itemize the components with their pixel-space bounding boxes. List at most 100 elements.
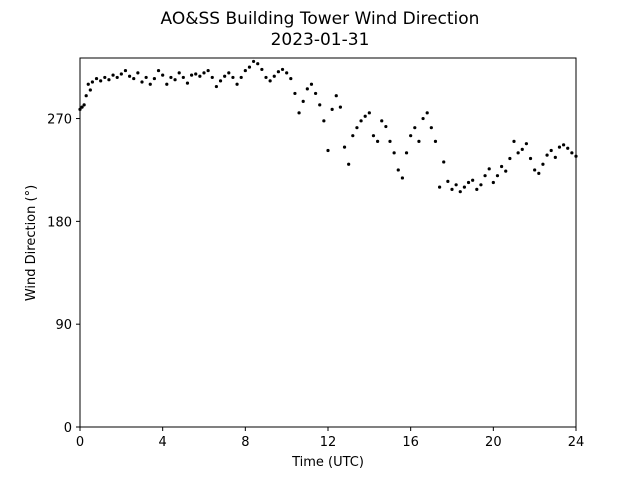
data-point — [404, 151, 409, 155]
data-point — [301, 99, 305, 104]
data-point — [99, 79, 103, 83]
data-point — [396, 168, 400, 172]
data-point — [128, 74, 132, 78]
data-point — [318, 103, 322, 107]
data-point — [140, 80, 144, 84]
data-point — [409, 134, 413, 138]
data-point — [338, 105, 342, 109]
data-point — [487, 167, 491, 171]
data-point — [169, 75, 173, 80]
chart-title: AO&SS Building Tower Wind Direction — [161, 9, 480, 29]
data-points — [78, 59, 578, 194]
plot-frame — [79, 57, 577, 428]
data-point — [491, 180, 495, 185]
data-point — [400, 176, 404, 180]
data-point — [185, 81, 190, 85]
data-point — [305, 87, 309, 91]
data-point — [570, 151, 574, 155]
data-point — [566, 146, 570, 150]
data-point — [268, 79, 272, 83]
data-point — [90, 80, 94, 84]
data-point — [218, 79, 223, 83]
data-point — [351, 134, 355, 138]
data-point — [553, 155, 557, 159]
data-point — [541, 162, 545, 166]
data-point — [235, 82, 239, 86]
data-point — [371, 134, 376, 138]
data-point — [483, 174, 487, 178]
data-point — [152, 76, 156, 81]
y-tick-label: 0 — [64, 421, 72, 436]
data-point — [342, 145, 347, 149]
data-point — [557, 145, 562, 149]
data-point — [173, 78, 177, 82]
data-point — [388, 139, 392, 143]
y-tick-label: 270 — [47, 113, 72, 128]
data-point — [380, 119, 384, 123]
data-point — [177, 71, 181, 75]
data-point — [562, 143, 566, 147]
x-tick-label: 16 — [402, 435, 419, 450]
data-point — [471, 178, 475, 182]
data-point — [107, 78, 111, 82]
data-point — [520, 147, 524, 151]
data-point — [256, 62, 260, 66]
data-point — [285, 71, 289, 75]
data-point — [132, 76, 136, 81]
data-point — [500, 164, 504, 169]
data-point — [276, 70, 280, 74]
data-point — [347, 162, 351, 166]
data-point — [355, 126, 359, 130]
data-point — [190, 73, 194, 77]
data-point — [293, 91, 297, 96]
data-point — [243, 68, 247, 73]
data-point — [94, 76, 99, 81]
data-point — [545, 153, 549, 157]
data-point — [384, 124, 388, 129]
data-point — [181, 75, 185, 80]
data-point — [206, 68, 210, 73]
data-point — [450, 187, 454, 191]
data-point — [111, 73, 115, 77]
data-point — [442, 160, 446, 164]
data-point — [144, 75, 148, 80]
data-point — [524, 142, 529, 146]
data-point — [475, 187, 479, 191]
data-point — [231, 75, 235, 80]
data-point — [413, 126, 417, 130]
y-tick-label: 90 — [55, 318, 72, 333]
data-point — [156, 68, 161, 73]
data-point — [247, 65, 252, 69]
data-point — [376, 139, 380, 143]
data-point — [504, 169, 508, 173]
data-point — [549, 148, 553, 153]
data-point — [359, 119, 363, 123]
data-point — [136, 71, 140, 75]
data-point — [528, 156, 533, 161]
data-point — [433, 139, 438, 143]
x-axis-label: Time (UTC) — [291, 455, 364, 470]
x-tick-label: 12 — [320, 435, 337, 450]
data-point — [322, 119, 326, 123]
data-point — [533, 168, 537, 172]
x-tick-label: 0 — [76, 435, 84, 450]
data-point — [80, 105, 84, 109]
data-point — [446, 179, 450, 183]
data-point — [429, 126, 433, 130]
data-point — [309, 82, 314, 86]
data-point — [214, 84, 218, 89]
data-point — [103, 75, 107, 80]
data-point — [82, 103, 86, 107]
data-point — [512, 139, 516, 143]
data-point — [495, 174, 500, 178]
data-point — [508, 156, 512, 161]
data-point — [438, 185, 442, 189]
data-point — [252, 59, 256, 64]
data-point — [194, 72, 198, 76]
x-tick-label: 20 — [485, 435, 502, 450]
data-point — [458, 190, 462, 194]
data-point — [289, 76, 293, 81]
data-point — [260, 67, 264, 72]
x-tick-label: 24 — [568, 435, 585, 450]
